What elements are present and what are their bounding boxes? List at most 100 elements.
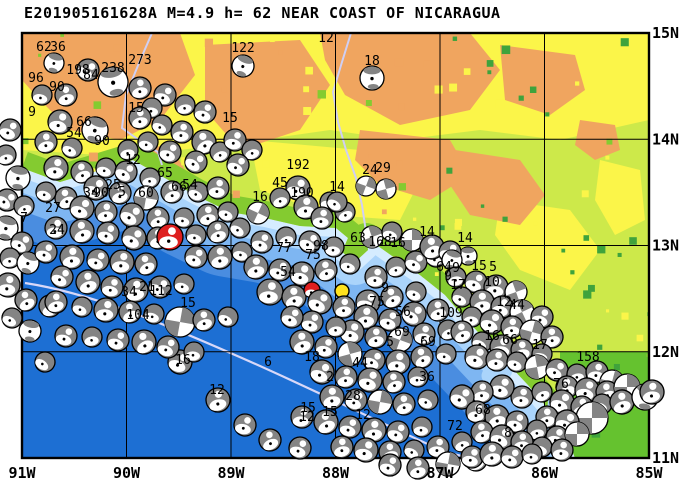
focal-mechanism-ball	[521, 443, 543, 465]
depth-label: 72	[447, 419, 463, 434]
depth-label: 14	[457, 231, 473, 246]
focal-mechanism-ball	[193, 100, 217, 124]
focal-mechanism-ball	[385, 256, 407, 278]
focal-mechanism-ball	[95, 157, 117, 179]
focal-mechanism-ball	[489, 374, 515, 400]
focal-mechanism-ball	[307, 289, 333, 315]
depth-label: 15	[322, 405, 338, 420]
depth-label: 16	[484, 329, 500, 344]
focal-mechanism-ball	[479, 441, 505, 467]
focal-mechanism-ball	[309, 359, 335, 385]
depth-label: 96	[28, 71, 44, 86]
focal-mechanism-ball	[479, 309, 505, 335]
focal-mechanism-ball	[43, 52, 65, 74]
focal-mechanism-ball	[93, 297, 119, 323]
depth-label: 75	[369, 295, 385, 310]
focal-mechanism-ball	[13, 195, 35, 217]
focal-mechanism-ball	[69, 218, 95, 244]
focal-mechanism-ball	[380, 285, 404, 309]
depth-label: 76	[553, 377, 569, 392]
focal-mechanism-ball	[34, 130, 58, 154]
focal-mechanism-ball	[184, 245, 208, 269]
focal-mechanism-ball	[500, 315, 524, 339]
focal-mechanism-ball	[359, 65, 385, 91]
depth-label: 68	[475, 403, 491, 418]
focal-mechanism-ball	[385, 349, 411, 375]
depth-label: 69	[394, 325, 410, 340]
focal-mechanism-ball	[362, 348, 386, 372]
focal-mechanism-ball	[332, 295, 356, 319]
focal-mechanism-ball	[268, 258, 292, 282]
focal-mechanism-ball	[207, 244, 233, 270]
focal-mechanism-ball	[458, 246, 478, 266]
depth-label: 190	[290, 186, 313, 201]
focal-mechanism-ball	[298, 230, 322, 254]
depth-label: 122	[231, 41, 254, 56]
focal-mechanism-ball	[100, 275, 124, 299]
depth-label: 2	[326, 370, 334, 385]
depth-label: 16	[390, 236, 406, 251]
focal-mechanism-ball	[609, 389, 635, 415]
highlight-focal-mechanism	[156, 223, 184, 251]
focal-mechanism-ball	[0, 215, 19, 241]
depth-label: 15	[300, 401, 316, 416]
focal-mechanism-ball	[81, 326, 103, 348]
focal-mechanism-ball	[0, 118, 22, 142]
depth-label: 18	[364, 54, 380, 69]
depth-label: 112	[149, 284, 172, 299]
depth-label: 54	[280, 265, 296, 280]
depth-label: 14	[419, 225, 435, 240]
lon-tick-label: 89W	[217, 464, 245, 482]
focal-mechanism-ball	[330, 435, 354, 459]
focal-mechanism-ball	[44, 216, 68, 240]
depth-label: 12	[318, 31, 334, 46]
focal-mechanism-ball	[289, 261, 315, 287]
depth-label: 36	[419, 370, 435, 385]
focal-mechanism-ball	[460, 445, 484, 469]
lat-tick-label: 14N	[652, 130, 679, 148]
focal-mechanism-ball	[435, 451, 461, 477]
focal-mechanism-ball	[35, 181, 57, 203]
focal-mechanism-ball	[133, 185, 159, 211]
focal-mechanism-ball	[412, 322, 436, 346]
focal-mechanism-ball	[441, 249, 463, 271]
depth-label: 54	[182, 178, 198, 193]
depth-label: 77	[276, 241, 292, 256]
focal-mechanism-ball	[0, 144, 17, 166]
focal-mechanism-ball	[97, 66, 129, 98]
focal-mechanism-ball	[160, 180, 184, 204]
depth-label: 75	[305, 248, 321, 263]
focal-mechanism-ball	[540, 325, 564, 349]
depth-label: 60	[138, 186, 154, 201]
focal-mechanism-ball	[70, 160, 94, 184]
focal-mechanism-ball	[47, 109, 73, 135]
focal-mechanism-ball	[250, 230, 274, 254]
focal-mechanism-ball	[392, 392, 416, 416]
depth-label: 44	[352, 356, 368, 371]
focal-mechanism-ball	[14, 288, 38, 312]
focal-mechanism-ball	[96, 221, 120, 245]
depth-label: 12	[125, 153, 141, 168]
focal-mechanism-ball	[233, 413, 257, 437]
focal-mechanism-ball	[470, 420, 494, 444]
depth-label: 12	[209, 383, 225, 398]
focal-mechanism-ball	[364, 265, 388, 289]
focal-mechanism-ball	[131, 329, 157, 355]
focal-mechanism-ball	[280, 305, 304, 329]
depth-label: 6	[264, 355, 272, 370]
focal-mechanism-ball	[524, 354, 550, 380]
focal-mechanism-ball	[364, 325, 388, 349]
depth-label: 273	[128, 53, 151, 68]
depth-label: 198	[66, 63, 89, 78]
depth-label: 238	[101, 61, 124, 76]
focal-mechanism-ball	[450, 320, 474, 344]
focal-mechanism-ball	[367, 389, 393, 415]
focal-mechanism-ball	[75, 269, 101, 295]
focal-mechanism-ball	[34, 351, 56, 373]
focal-mechanism-ball	[137, 131, 159, 153]
depth-label: 15	[222, 111, 238, 126]
lon-tick-label: 91W	[8, 464, 36, 482]
focal-mechanism-ball	[54, 324, 78, 348]
